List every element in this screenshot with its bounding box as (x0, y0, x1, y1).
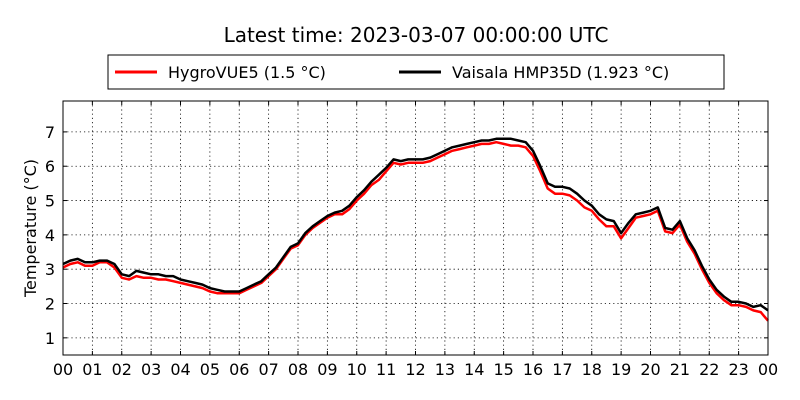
x-tick-label: 00 (758, 360, 778, 379)
x-tick-label: 13 (435, 360, 455, 379)
y-tick-label: 7 (45, 123, 55, 142)
x-tick-label: 21 (670, 360, 690, 379)
x-tick-label: 16 (523, 360, 543, 379)
legend: HygroVUE5 (1.5 °C) Vaisala HMP35D (1.923… (107, 54, 725, 90)
legend-label-series-1: Vaisala HMP35D (1.923 °C) (452, 63, 669, 82)
x-tick-label: 19 (611, 360, 631, 379)
x-tick-label: 06 (229, 360, 249, 379)
x-tick-label: 12 (405, 360, 425, 379)
series-line-0 (62, 140, 769, 322)
x-tick-label: 01 (82, 360, 102, 379)
x-tick-label: 00 (53, 360, 73, 379)
y-tick-label: 5 (45, 192, 55, 211)
x-tick-label: 02 (112, 360, 132, 379)
x-tick-label: 10 (347, 360, 367, 379)
y-tick-label: 6 (45, 157, 55, 176)
x-tick-label: 05 (200, 360, 220, 379)
y-tick-label: 4 (45, 226, 55, 245)
x-tick-label: 04 (170, 360, 190, 379)
x-tick-label: 08 (288, 360, 308, 379)
x-tick-label: 03 (141, 360, 161, 379)
legend-label-series-0: HygroVUE5 (1.5 °C) (168, 63, 326, 82)
series-line-1 (62, 137, 769, 312)
x-tick-label: 20 (640, 360, 660, 379)
x-tick-label: 07 (258, 360, 278, 379)
x-tick-label: 23 (728, 360, 748, 379)
x-tick-label: 11 (376, 360, 396, 379)
x-tick-label: 15 (493, 360, 513, 379)
x-tick-label: 22 (699, 360, 719, 379)
x-tick-label: 17 (552, 360, 572, 379)
y-axis-label: Temperature (°C) (21, 159, 40, 298)
x-tick-label: 14 (464, 360, 484, 379)
y-tick-label: 1 (45, 329, 55, 348)
chart-title: Latest time: 2023-03-07 00:00:00 UTC (224, 23, 609, 47)
y-tick-label: 2 (45, 295, 55, 314)
grid (62, 101, 769, 355)
x-tick-label: 09 (317, 360, 337, 379)
ticks: 00 01 02 03 04 05 06 07 08 09 10 11 12 13 14 15 16 17 18 19… (45, 101, 778, 379)
series-layer (62, 137, 769, 322)
x-tick-label: 18 (582, 360, 602, 379)
y-tick-label: 3 (45, 260, 55, 279)
